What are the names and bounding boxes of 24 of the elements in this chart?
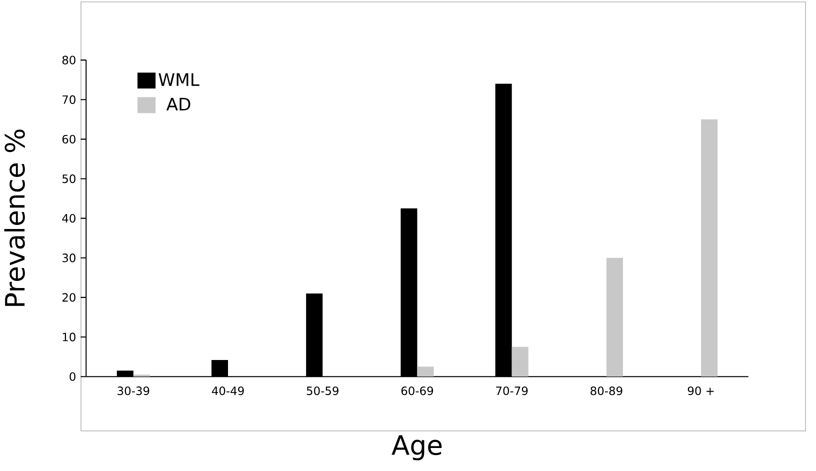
y-tick-label: 70 bbox=[62, 95, 76, 104]
y-axis-title: Prevalence % bbox=[4, 130, 25, 306]
legend-label: WML bbox=[158, 73, 200, 86]
y-tick-label: 30 bbox=[62, 254, 76, 262]
y-tick-label: 60 bbox=[62, 134, 76, 144]
bar bbox=[417, 366, 434, 377]
x-tick-label: 70-79 bbox=[496, 386, 528, 396]
y-tick-label: 50 bbox=[62, 174, 76, 184]
x-tick-label: 90 + bbox=[688, 386, 714, 396]
legend-label: AD bbox=[166, 98, 190, 110]
bar bbox=[606, 258, 623, 377]
x-tick-label: 60-69 bbox=[401, 386, 434, 396]
x-tick-label: 30-39 bbox=[118, 386, 150, 396]
y-tick-label: 0 bbox=[70, 372, 76, 381]
x-axis-title: Age bbox=[392, 435, 442, 460]
y-tick-label: 10 bbox=[62, 332, 76, 342]
y-tick-label: 40 bbox=[62, 214, 76, 223]
x-tick-label: 80-89 bbox=[590, 386, 622, 396]
y-tick-label: 20 bbox=[62, 293, 76, 302]
x-tick-label: 50-59 bbox=[306, 386, 338, 396]
y-tick-label: 80 bbox=[62, 56, 76, 64]
x-tick-label: 40-49 bbox=[212, 386, 244, 396]
bar bbox=[701, 119, 718, 377]
bar bbox=[512, 346, 528, 377]
